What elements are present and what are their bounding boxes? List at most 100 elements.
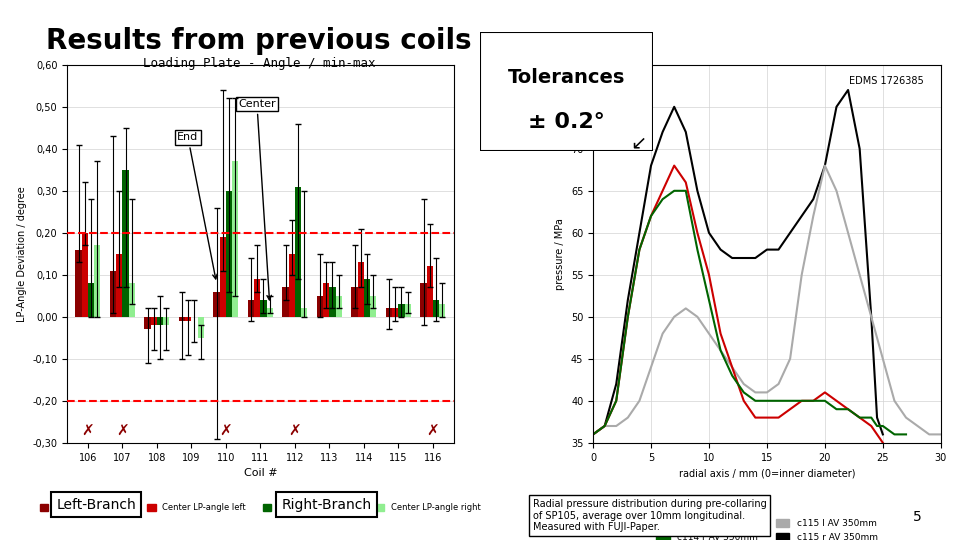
c114 l AV 350mm (784, 406, 796, 413)
Line: c114 l AV 350mm: c114 l AV 350mm (593, 166, 883, 443)
c115 l AV 350mm (807, 213, 819, 219)
Bar (220, 237, 226, 317)
c115 r AV 350mm (807, 196, 819, 202)
c114 l AV 350mm (877, 440, 889, 446)
c115 l AV 350mm (819, 163, 830, 169)
c115 r AV 350mm (680, 129, 691, 135)
c114 r AV 350mm (657, 196, 668, 202)
c115 l AV 350mm (842, 230, 853, 236)
Bar (260, 300, 267, 317)
c114 l AV 350mm (773, 414, 784, 421)
Bar (358, 262, 364, 317)
Text: Left-Branch: Left-Branch (56, 498, 136, 512)
c115 l AV 350mm (704, 330, 715, 337)
Bar (88, 283, 94, 317)
c115 l AV 350mm (715, 347, 727, 354)
c115 r AV 350mm (668, 104, 680, 110)
c114 l AV 350mm (807, 397, 819, 404)
c114 r AV 350mm (796, 397, 807, 404)
c114 r AV 350mm (853, 414, 865, 421)
X-axis label: Coil #: Coil # (244, 468, 277, 478)
c115 r AV 350mm (866, 314, 877, 320)
c115 r AV 350mm (842, 87, 853, 93)
c115 r AV 350mm (750, 255, 761, 261)
c115 r AV 350mm (773, 246, 784, 253)
Line: c114 r AV 350mm: c114 r AV 350mm (593, 191, 906, 434)
Bar (329, 287, 336, 317)
Text: Loading Plate - Angle / min-max: Loading Plate - Angle / min-max (143, 57, 375, 70)
c114 r AV 350mm (807, 397, 819, 404)
c115 l AV 350mm (588, 431, 599, 437)
c114 l AV 350mm (830, 397, 842, 404)
c114 l AV 350mm (680, 179, 691, 186)
Text: ↙: ↙ (630, 133, 647, 153)
c114 l AV 350mm (588, 431, 599, 437)
Bar (289, 254, 295, 317)
c114 l AV 350mm (853, 414, 865, 421)
Bar (122, 170, 129, 317)
Bar (393, 308, 398, 317)
Bar (232, 161, 238, 317)
c114 r AV 350mm (634, 246, 645, 253)
c115 l AV 350mm (784, 355, 796, 362)
Bar (163, 317, 169, 325)
c114 r AV 350mm (872, 423, 883, 429)
c114 l AV 350mm (738, 397, 750, 404)
c115 l AV 350mm (645, 364, 657, 370)
c114 l AV 350mm (668, 163, 680, 169)
c115 r AV 350mm (784, 230, 796, 236)
c114 l AV 350mm (645, 213, 657, 219)
Bar (116, 254, 122, 317)
c115 r AV 350mm (588, 431, 599, 437)
c114 r AV 350mm (784, 397, 796, 404)
c114 l AV 350mm (657, 187, 668, 194)
Bar (198, 317, 204, 338)
Bar (426, 266, 433, 317)
Text: Radial pressure distribution during pre-collaring
of SP105, average over 10mm lo: Radial pressure distribution during pre-… (533, 499, 766, 532)
c114 r AV 350mm (691, 246, 703, 253)
c115 l AV 350mm (889, 397, 900, 404)
c115 l AV 350mm (877, 355, 889, 362)
c115 l AV 350mm (634, 397, 645, 404)
c114 r AV 350mm (704, 297, 715, 303)
c115 l AV 350mm (912, 423, 924, 429)
c115 r AV 350mm (819, 163, 830, 169)
Text: ✗: ✗ (426, 423, 440, 438)
Bar (129, 283, 134, 317)
Bar (144, 317, 151, 329)
c114 r AV 350mm (761, 397, 773, 404)
Line: c115 l AV 350mm: c115 l AV 350mm (593, 166, 941, 434)
X-axis label: radial axis / mm (0=inner diameter): radial axis / mm (0=inner diameter) (679, 468, 855, 478)
Text: End: End (178, 132, 217, 279)
Legend: Ends LP-angle left, Center LP-angle left, Ends LP-angle right, Center LP-angle r: Ends LP-angle left, Center LP-angle left… (36, 500, 484, 516)
Bar (336, 296, 342, 317)
c115 r AV 350mm (715, 246, 727, 253)
c115 r AV 350mm (761, 246, 773, 253)
c114 r AV 350mm (680, 187, 691, 194)
c114 l AV 350mm (819, 389, 830, 396)
Bar (82, 233, 88, 317)
c114 l AV 350mm (727, 364, 738, 370)
c115 l AV 350mm (866, 314, 877, 320)
Text: ✗: ✗ (82, 423, 94, 438)
c114 r AV 350mm (715, 347, 727, 354)
c115 l AV 350mm (924, 431, 935, 437)
Bar (76, 249, 82, 317)
c115 l AV 350mm (796, 272, 807, 278)
c115 l AV 350mm (935, 431, 947, 437)
c115 l AV 350mm (773, 381, 784, 387)
c114 r AV 350mm (645, 213, 657, 219)
Bar (371, 296, 376, 317)
FancyBboxPatch shape (480, 32, 653, 151)
c115 l AV 350mm (599, 423, 611, 429)
c114 r AV 350mm (877, 423, 889, 429)
Text: 5: 5 (913, 510, 922, 524)
c114 l AV 350mm (691, 230, 703, 236)
c115 l AV 350mm (853, 272, 865, 278)
c114 r AV 350mm (866, 414, 877, 421)
c115 l AV 350mm (750, 389, 761, 396)
c115 l AV 350mm (680, 305, 691, 312)
c115 r AV 350mm (704, 230, 715, 236)
c115 r AV 350mm (853, 146, 865, 152)
c114 r AV 350mm (738, 389, 750, 396)
